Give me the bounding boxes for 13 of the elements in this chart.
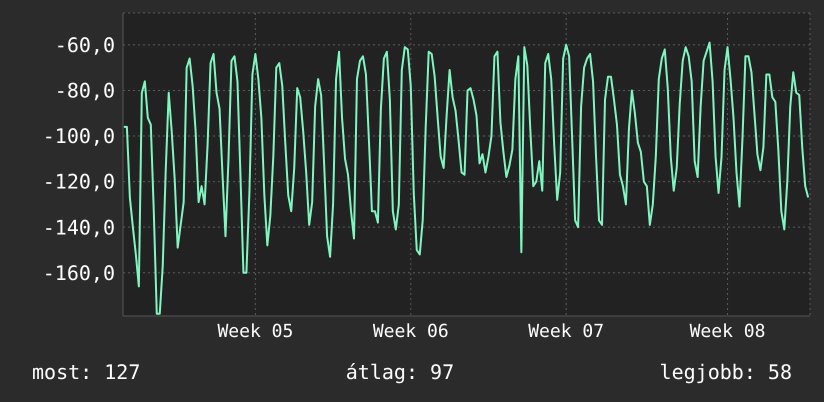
y-tick-label: -100,0 (42, 124, 115, 148)
text: átlag: 97 (346, 360, 454, 384)
x-tick-label: Week 08 (690, 320, 766, 342)
y-tick-label: -120,0 (42, 170, 115, 194)
x-tick-label: Week 05 (217, 320, 294, 342)
y-tick-label: -60,0 (54, 32, 115, 57)
y-tick-label: -140,0 (42, 215, 115, 240)
y-tick-label: -80,0 (54, 78, 115, 103)
y-tick-label: -160,0 (42, 260, 115, 285)
x-tick-label: Week 07 (528, 320, 604, 342)
text: legjobb: 58 (660, 360, 792, 384)
x-tick-label: Week 06 (372, 320, 449, 342)
text: most: 127 (32, 360, 140, 384)
